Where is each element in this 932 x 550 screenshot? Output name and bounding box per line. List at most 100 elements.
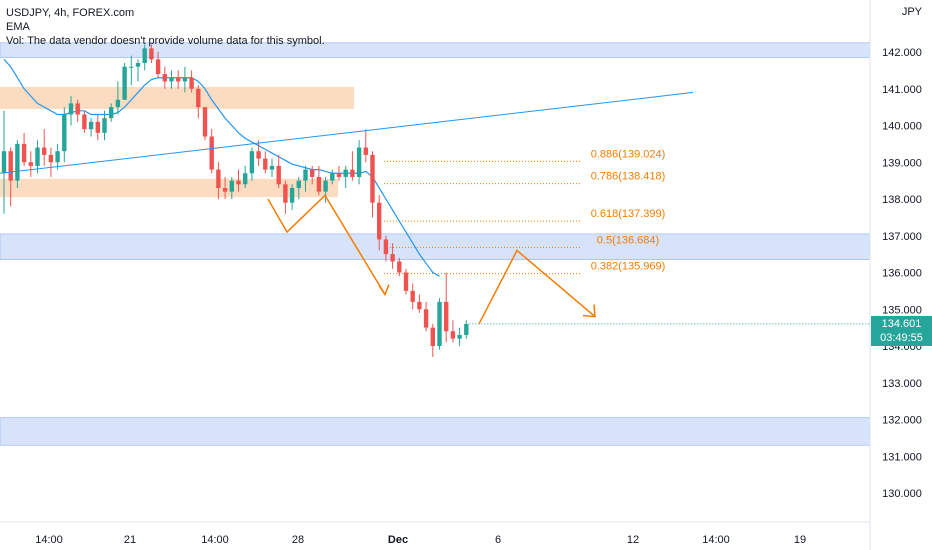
fib-label: 0.382(135.969) [591, 261, 666, 273]
candle-body [289, 187, 295, 203]
time-tick-label: 14:00 [201, 534, 229, 546]
candle-body [430, 327, 435, 346]
demand-zone [0, 233, 871, 260]
candle-body [62, 114, 67, 152]
fib-label: 0.786(138.418) [591, 171, 666, 183]
candle-body [95, 121, 100, 133]
candle-body [236, 180, 241, 185]
candle-body [88, 121, 94, 130]
candle-body [28, 162, 33, 166]
time-tick-label: 14:00 [702, 534, 730, 546]
candle-body [155, 59, 161, 75]
candle-body [269, 165, 275, 170]
candle-body [222, 187, 228, 192]
symbol-title[interactable]: USDJPY, 4h, FOREX.com [6, 7, 135, 19]
candle-body [464, 323, 469, 335]
price-tick-label: 130.000 [882, 488, 922, 500]
candle-body [8, 151, 13, 181]
candle-body [336, 173, 342, 177]
candle-body [42, 147, 47, 155]
candle-body [383, 239, 389, 255]
fib-label: 0.886(139.024) [591, 148, 666, 160]
fib-label: 0.618(137.399) [591, 208, 666, 220]
time-tick-label: 12 [627, 534, 639, 546]
price-tick-label: 141.000 [882, 84, 922, 96]
candle-body [377, 202, 382, 240]
candle-body [21, 143, 27, 163]
trendline [0, 91, 694, 174]
ema-label[interactable]: EMA [6, 21, 30, 33]
time-tick-label: 6 [495, 534, 501, 546]
candle-body [229, 180, 234, 192]
arrow-head-1 [378, 284, 390, 297]
projection-zigzag-1 [267, 194, 386, 295]
candle-body [15, 143, 20, 181]
time-tick-label: 14:00 [35, 534, 63, 546]
candle-body [35, 147, 40, 166]
candle-body [82, 114, 87, 130]
price-tick-label: 133.000 [882, 378, 922, 390]
projection-zigzag-2 [478, 249, 596, 325]
candle-body [249, 151, 255, 174]
bar-countdown: 03:49:55 [880, 332, 923, 344]
price-tick-label: 140.000 [882, 121, 922, 133]
candle-body [176, 77, 181, 82]
candle-body [162, 74, 167, 82]
candle-body [109, 107, 114, 119]
candle-body [129, 66, 134, 68]
candle-body [423, 309, 429, 328]
chart-legend: USDJPY, 4h, FOREX.com EMA Vol: The data … [6, 6, 325, 48]
candle-body [283, 184, 288, 203]
candle-body [55, 151, 60, 163]
candle-body [403, 272, 409, 291]
price-tick-label: 139.000 [882, 157, 922, 169]
candle-body [343, 169, 348, 177]
candle-body [303, 169, 308, 181]
candle-body [115, 99, 121, 108]
currency-label: JPY [901, 6, 922, 18]
candle-body [316, 176, 322, 192]
time-tick-label: 21 [124, 534, 136, 546]
candle-body [397, 261, 402, 273]
arrow-head-2 [582, 304, 596, 318]
price-tick-label: 135.000 [882, 304, 922, 316]
candle-body [256, 151, 261, 159]
price-tick-label: 137.000 [882, 231, 922, 243]
candle-body [196, 88, 201, 108]
supply-zone [0, 178, 338, 198]
candle-body [310, 169, 315, 177]
price-tick-label: 132.000 [882, 415, 922, 427]
volume-note: Vol: The data vendor doesn't provide vol… [6, 35, 325, 47]
candle-body [48, 154, 54, 163]
candle-body [370, 154, 375, 203]
price-tick-label: 136.000 [882, 268, 922, 280]
candle-body [444, 301, 449, 332]
candle-body [296, 180, 301, 188]
candle-body [142, 48, 147, 64]
fib-retracement: 0.886(139.024) 0.786(138.418) 0.618(137.39… [384, 148, 666, 275]
candle-body [363, 147, 368, 155]
price-tick-label: 142.000 [882, 47, 922, 59]
candle-body [75, 103, 80, 115]
fib-label: 0.5(136.684) [597, 234, 659, 246]
candle-body [243, 173, 248, 185]
candle-body [1, 151, 7, 174]
candle-body [216, 169, 221, 188]
time-tick-label: 28 [292, 534, 304, 546]
candle-body [263, 158, 268, 170]
candle-body [135, 63, 141, 67]
candle-body [350, 169, 355, 177]
time-tick-label: Dec [388, 534, 408, 546]
candle-body [276, 165, 281, 185]
candle-body [356, 147, 362, 177]
candle-body [122, 66, 127, 100]
price-tick-label: 138.000 [882, 194, 922, 206]
candle-body [457, 334, 462, 339]
supply-zone [0, 86, 354, 109]
candle-body [450, 331, 456, 339]
candle-body [323, 180, 328, 192]
candle-body [209, 136, 214, 170]
candle-body [437, 301, 442, 346]
